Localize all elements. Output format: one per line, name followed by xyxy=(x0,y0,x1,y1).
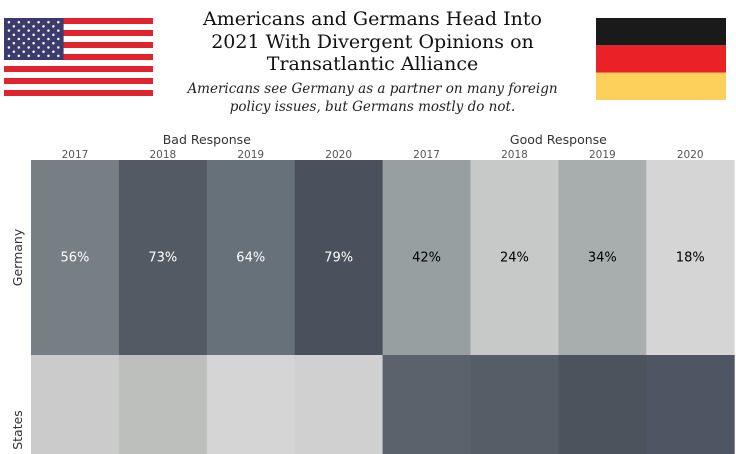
chart-subtitle-line: Americans see Germany as a partner on ma… xyxy=(187,81,558,97)
column-group-label: Bad Response xyxy=(163,132,251,147)
us-flag-icon xyxy=(4,18,153,96)
heatmap-cell xyxy=(470,355,559,454)
heatmap-cell xyxy=(31,355,120,454)
chart-subtitle-line: policy issues, but Germans mostly do not… xyxy=(229,98,516,115)
heatmap-cell xyxy=(31,160,120,356)
heatmap-cell xyxy=(470,160,559,356)
chart-title: Americans and Germans Head Into 2021 Wit… xyxy=(160,8,585,76)
year-tick-label: 2018 xyxy=(149,149,176,161)
chart-subtitle: Americans see Germany as a partner on ma… xyxy=(150,81,595,116)
heatmap-cell xyxy=(206,160,296,356)
year-tick-label: 2017 xyxy=(62,149,89,161)
row-label: Germany xyxy=(10,228,25,286)
heatmap-cell xyxy=(558,160,647,356)
heatmap-cell xyxy=(646,355,735,454)
cell-value-label: 42% xyxy=(412,251,441,266)
heatmap-cell xyxy=(206,355,296,454)
chart-title-line: 2021 With Divergent Opinions on xyxy=(211,30,534,53)
cell-value-label: 64% xyxy=(236,251,265,266)
heatmap-cell xyxy=(118,355,208,454)
heatmap-cell xyxy=(382,160,471,356)
heatmap-cell xyxy=(558,355,647,454)
heatmap-cell xyxy=(294,355,384,454)
cell-value-label: 18% xyxy=(676,251,705,266)
chart-title-line: Transatlantic Alliance xyxy=(266,53,479,75)
row-label: United States xyxy=(10,410,25,454)
cell-value-label: 79% xyxy=(324,251,353,266)
year-tick-label: 2020 xyxy=(677,149,704,161)
column-group-label: Good Response xyxy=(510,132,607,147)
year-tick-label: 2017 xyxy=(413,149,440,161)
year-tick-label: 2019 xyxy=(237,149,264,161)
cell-value-label: 73% xyxy=(148,251,177,266)
heatmap-cell xyxy=(294,160,384,356)
chart-title-line: Americans and Germans Head Into xyxy=(203,8,542,30)
heatmap-cell xyxy=(382,355,471,454)
cell-value-label: 24% xyxy=(500,251,529,266)
year-tick-label: 2018 xyxy=(501,149,528,161)
german-flag-icon xyxy=(596,18,726,100)
year-tick-label: 2019 xyxy=(589,149,616,161)
cell-value-label: 56% xyxy=(60,251,89,266)
cell-value-label: 34% xyxy=(588,251,617,266)
year-tick-label: 2020 xyxy=(325,149,352,161)
heatmap-cell xyxy=(118,160,208,356)
heatmap-cell xyxy=(646,160,735,356)
